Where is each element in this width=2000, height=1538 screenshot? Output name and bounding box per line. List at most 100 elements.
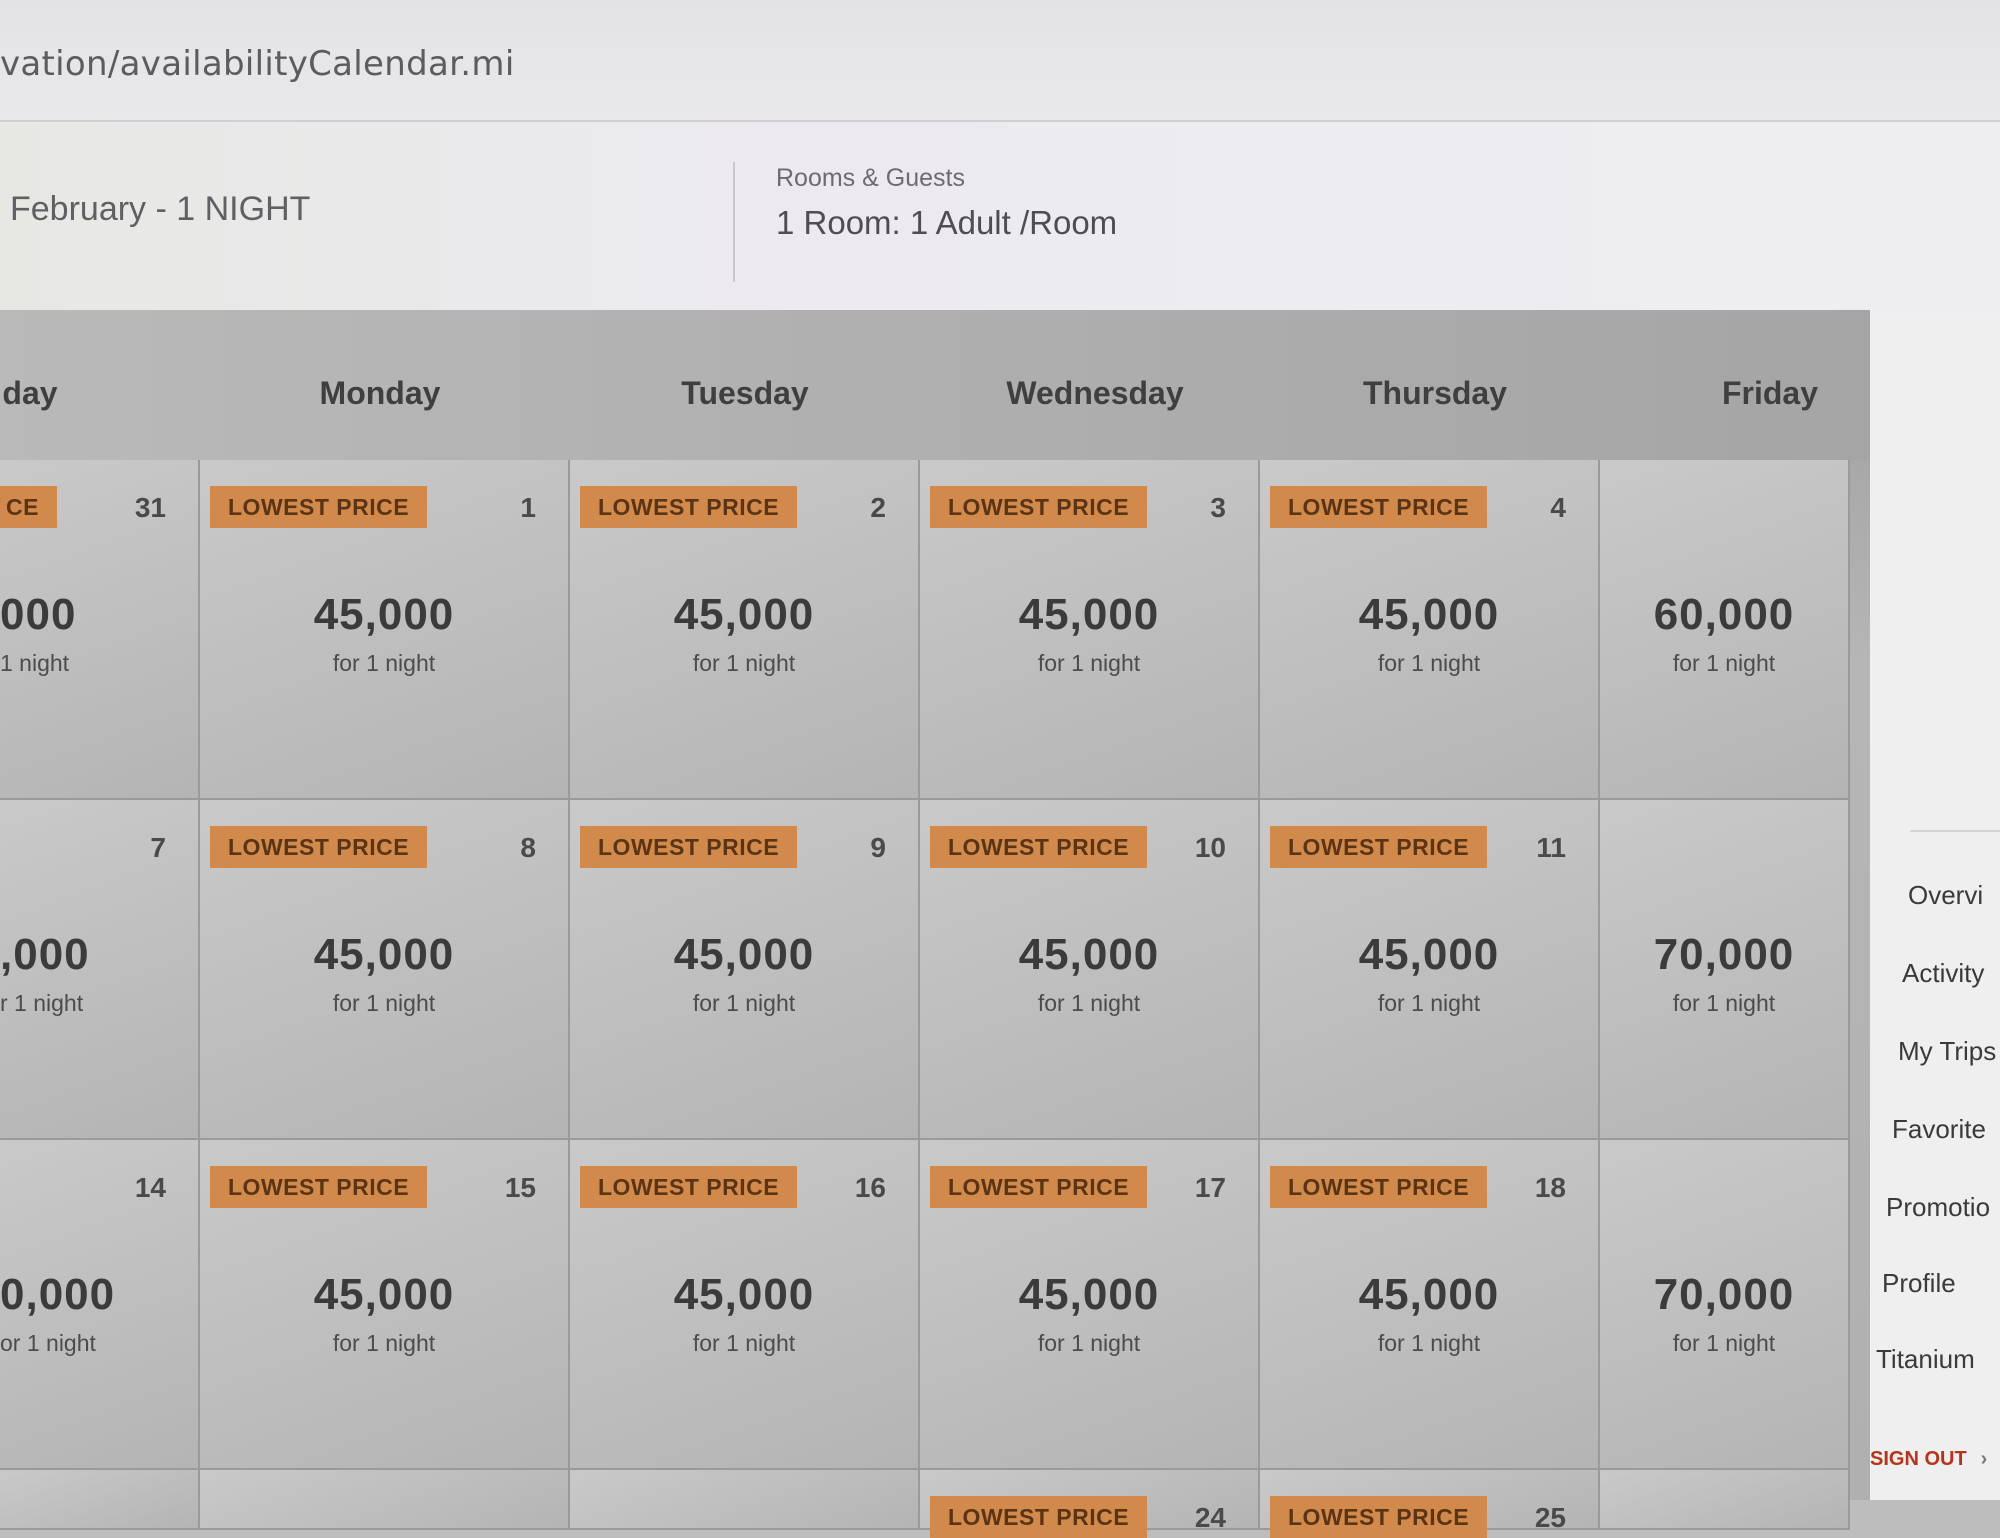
rooms-guests-value[interactable]: 1 Room: 1 Adult /Room xyxy=(776,204,1118,241)
calendar-day-cell[interactable]: CE 31 000 1 night xyxy=(0,460,200,800)
lowest-price-badge: LOWEST PRICE xyxy=(930,1166,1148,1208)
day-number: 10 xyxy=(1194,832,1226,863)
calendar-day-cell[interactable]: 60,000 for 1 night xyxy=(1600,460,1850,800)
nightly-price: 45,000 xyxy=(673,590,815,639)
lowest-price-badge: LOWEST PRICE xyxy=(930,1496,1148,1538)
search-summary: February - 1 NIGHT Rooms & Guests 1 Room… xyxy=(0,122,2000,310)
day-number: 2 xyxy=(870,492,886,523)
price-duration: for 1 night xyxy=(1377,650,1481,676)
calendar-day-cell[interactable]: LOWEST PRICE 15 45,000 for 1 night xyxy=(200,1140,570,1470)
calendar-day-cell[interactable]: LOWEST PRICE 16 45,000 for 1 night xyxy=(570,1140,920,1470)
calendar-day-cell[interactable] xyxy=(0,1470,200,1530)
calendar-day-cell[interactable]: LOWEST PRICE 10 45,000 for 1 night xyxy=(920,800,1260,1140)
lowest-price-badge: LOWEST PRICE xyxy=(580,486,798,528)
calendar-day-cell[interactable]: LOWEST PRICE 11 45,000 for 1 night xyxy=(1260,800,1600,1140)
price-duration: for 1 night xyxy=(692,990,796,1016)
browser-url-bar[interactable]: vation/availabilityCalendar.mi xyxy=(0,0,2000,122)
weekday-header: Tuesday xyxy=(681,375,809,411)
account-sidebar: Overvi Activity My Trips Favorite Promot… xyxy=(1870,310,2000,1500)
weekday-header: Thursday xyxy=(1362,375,1508,411)
day-number: 18 xyxy=(1534,1172,1566,1203)
price-duration: or 1 night xyxy=(0,1330,96,1356)
nightly-price: 70,000 xyxy=(1653,930,1795,979)
calendar-day-cell[interactable]: LOWEST PRICE 4 45,000 for 1 night xyxy=(1260,460,1600,800)
day-number: 7 xyxy=(150,832,166,863)
nightly-price: 45,000 xyxy=(1358,590,1500,639)
calendar-day-cell[interactable] xyxy=(570,1470,920,1530)
lowest-price-badge: LOWEST PRICE xyxy=(210,826,428,868)
price-duration: r 1 night xyxy=(0,990,84,1016)
price-duration: for 1 night xyxy=(1377,1330,1481,1356)
weekday-header: Monday xyxy=(319,375,441,411)
url-text[interactable]: vation/availabilityCalendar.mi xyxy=(0,44,515,84)
nightly-price: 45,000 xyxy=(1358,930,1500,979)
weekday-header: day xyxy=(2,375,58,411)
weekday-header: Wednesday xyxy=(1006,375,1184,411)
price-duration: for 1 night xyxy=(1672,650,1776,676)
calendar-day-cell[interactable]: LOWEST PRICE 2 45,000 for 1 night xyxy=(570,460,920,800)
price-duration: for 1 night xyxy=(332,650,436,676)
day-number: 9 xyxy=(870,832,886,863)
lowest-price-badge: LOWEST PRICE xyxy=(1270,486,1488,528)
price-duration: 1 night xyxy=(0,650,70,676)
lowest-price-badge: LOWEST PRICE xyxy=(1270,1166,1488,1208)
nightly-price: 45,000 xyxy=(1018,930,1160,979)
sidebar-item-my-trips[interactable]: My Trips xyxy=(1898,1036,1997,1066)
calendar-day-cell[interactable]: LOWEST PRICE 17 45,000 for 1 night xyxy=(920,1140,1260,1470)
calendar-day-cell[interactable]: 70,000 for 1 night xyxy=(1600,800,1850,1140)
price-duration: for 1 night xyxy=(692,1330,796,1356)
nightly-price: 45,000 xyxy=(1358,1270,1500,1319)
sidebar-item-activity[interactable]: Activity xyxy=(1902,958,1985,988)
price-duration: for 1 night xyxy=(1037,650,1141,676)
price-duration: for 1 night xyxy=(1037,990,1141,1016)
sign-out-link[interactable]: SIGN OUT › xyxy=(1870,1448,1987,1471)
day-number: 3 xyxy=(1210,492,1226,523)
day-number: 4 xyxy=(1550,492,1566,523)
day-number: 11 xyxy=(1536,832,1566,863)
calendar-day-cell[interactable]: LOWEST PRICE 18 45,000 for 1 night xyxy=(1260,1140,1600,1470)
nightly-price: 0,000 xyxy=(0,1270,116,1319)
calendar-grid: CE 31 000 1 night LOWEST PRICE 1 45,000 for 1 n… xyxy=(0,460,1850,1538)
sidebar-item-promotions[interactable]: Promotio xyxy=(1886,1192,1991,1222)
price-duration: for 1 night xyxy=(332,1330,436,1356)
calendar-day-cell[interactable]: 7 ,000 r 1 night xyxy=(0,800,200,1140)
calendar-day-cell[interactable] xyxy=(1600,1470,1850,1530)
calendar-day-cell[interactable]: LOWEST PRICE 3 45,000 for 1 night xyxy=(920,460,1260,800)
calendar-day-cell[interactable] xyxy=(200,1470,570,1530)
calendar-day-cell[interactable]: LOWEST PRICE 9 45,000 for 1 night xyxy=(570,800,920,1140)
calendar-day-cell[interactable]: LOWEST PRICE 8 45,000 for 1 night xyxy=(200,800,570,1140)
nightly-price: 70,000 xyxy=(1653,1270,1795,1319)
day-number: 8 xyxy=(520,832,536,863)
nightly-price: 45,000 xyxy=(673,1270,815,1319)
calendar-day-cell[interactable]: LOWEST PRICE 25 xyxy=(1260,1470,1600,1538)
sidebar-item-overview[interactable]: Overvi xyxy=(1908,880,1984,910)
sidebar-item-profile[interactable]: Profile xyxy=(1882,1268,1956,1298)
nightly-price: 60,000 xyxy=(1653,590,1795,639)
chevron-right-icon: › xyxy=(1980,1448,1988,1470)
calendar-day-cell[interactable]: 70,000 for 1 night xyxy=(1600,1140,1850,1470)
nightly-price: 45,000 xyxy=(313,590,455,639)
lowest-price-badge: CE xyxy=(0,486,57,528)
day-number: 25 xyxy=(1534,1502,1566,1533)
sidebar-item-titanium[interactable]: Titanium xyxy=(1876,1344,1975,1374)
day-number: 14 xyxy=(134,1172,166,1203)
nightly-price: 45,000 xyxy=(1018,1270,1160,1319)
lowest-price-badge: LOWEST PRICE xyxy=(1270,1496,1488,1538)
calendar-day-cell[interactable]: 14 0,000 or 1 night xyxy=(0,1140,200,1470)
nightly-price: 45,000 xyxy=(1018,590,1160,639)
calendar-day-cell[interactable]: LOWEST PRICE 24 xyxy=(920,1470,1260,1538)
lowest-price-badge: LOWEST PRICE xyxy=(580,1166,798,1208)
nightly-price: 45,000 xyxy=(313,1270,455,1319)
sidebar-item-favorites[interactable]: Favorite xyxy=(1892,1114,1986,1144)
weekday-header: Friday xyxy=(1721,375,1819,411)
day-number: 16 xyxy=(854,1172,886,1203)
rooms-guests-label: Rooms & Guests xyxy=(776,164,965,192)
nightly-price: 000 xyxy=(0,590,77,639)
calendar-day-cell[interactable]: LOWEST PRICE 1 45,000 for 1 night xyxy=(200,460,570,800)
day-number: 17 xyxy=(1194,1172,1226,1203)
day-number: 1 xyxy=(520,492,536,523)
lowest-price-badge: LOWEST PRICE xyxy=(1270,826,1488,868)
nightly-price: 45,000 xyxy=(673,930,815,979)
stay-dates[interactable]: February - 1 NIGHT xyxy=(10,190,311,228)
day-number: 31 xyxy=(134,492,166,523)
